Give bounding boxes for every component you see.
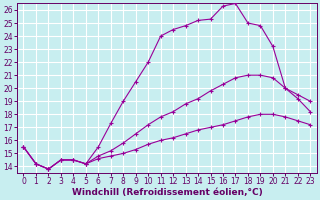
X-axis label: Windchill (Refroidissement éolien,°C): Windchill (Refroidissement éolien,°C) — [72, 188, 262, 197]
